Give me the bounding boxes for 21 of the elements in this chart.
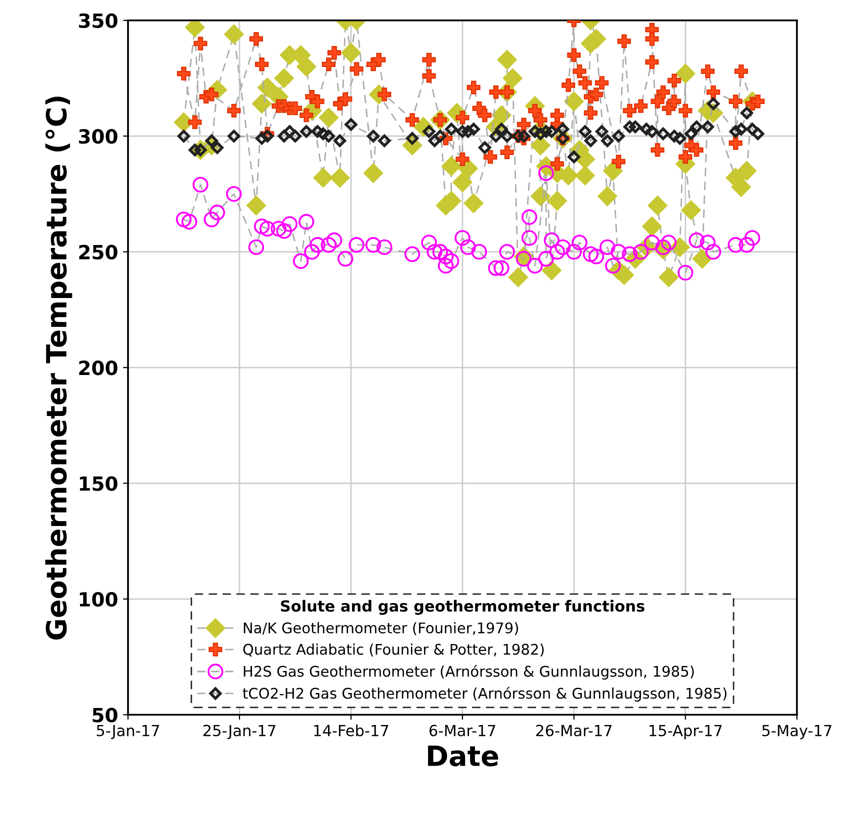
x-tick-label: 14-Feb-17 [314, 724, 388, 736]
y-tick-label: 150 [80, 476, 118, 491]
x-tick-label: 5-Jan-17 [96, 724, 159, 740]
x-tick-label: 5-May-17 [762, 724, 832, 740]
x-tick-label: 15-Apr-17 [650, 724, 722, 740]
x-axis-title: Date [428, 746, 498, 766]
y-tick-label: 200 [79, 360, 118, 376]
y-axis-title: Geothermometer Temperature (°C) [45, 96, 72, 640]
y-tick-label: 350 [79, 13, 118, 28]
y-tick-label: 100 [80, 592, 118, 607]
y-tick-label: 250 [79, 244, 118, 260]
x-tick-label: 25-Jan-17 [203, 724, 276, 740]
legend-title: Solute and gas geothermometer functions [280, 600, 644, 615]
legend-label: tCO2-H2 Gas Geothermometer (Arnórsson & Gunnlaugsson, 1985) [242, 686, 726, 702]
legend-label: H2S Gas Geothermometer (Arnórsson & Gunnlaugsson, 1985) [244, 664, 694, 680]
x-tick-label: 6-Mar-17 [430, 724, 496, 736]
y-tick-label: 300 [79, 129, 118, 144]
y-tick-label: 50 [92, 708, 118, 722]
legend-label: Quartz Adiabatic (Founier & Potter, 1982) [243, 644, 544, 657]
legend-label: Na/K Geothermometer (Founier,1979) [244, 622, 518, 636]
x-tick-label: 26-Mar-17 [536, 724, 612, 736]
